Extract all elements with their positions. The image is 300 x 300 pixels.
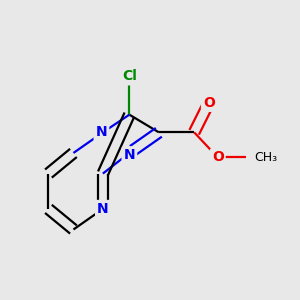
Text: Cl: Cl — [122, 69, 137, 83]
Text: N: N — [96, 125, 107, 139]
Text: O: O — [203, 96, 215, 110]
Text: N: N — [124, 148, 135, 162]
Text: N: N — [97, 202, 109, 216]
Text: CH₃: CH₃ — [254, 151, 278, 164]
Text: O: O — [212, 150, 224, 164]
